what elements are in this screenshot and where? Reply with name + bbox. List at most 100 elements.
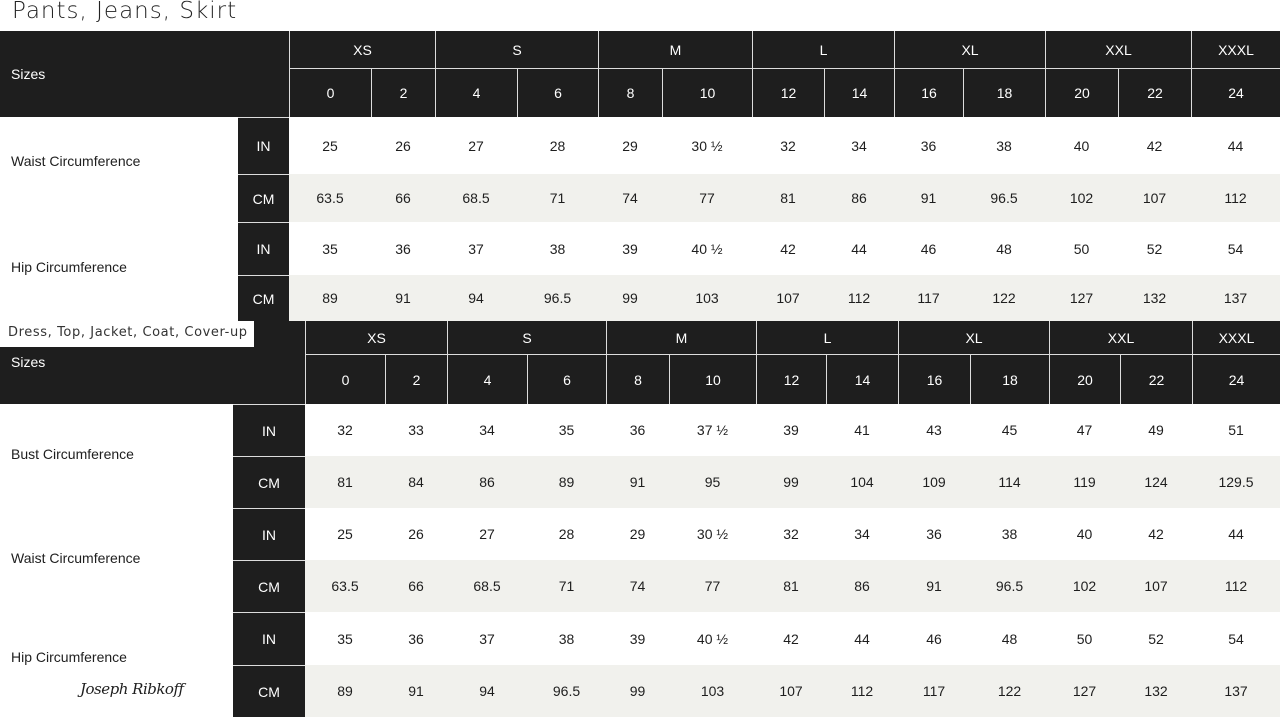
value-cell: 40 ½ (696, 630, 729, 647)
size-group-header: M (606, 321, 756, 355)
size-number-header: 12 (756, 355, 826, 404)
value-cell: 68.5 (462, 190, 490, 206)
value-cell: 96.5 (990, 190, 1018, 206)
value-cell: 96.5 (552, 683, 581, 699)
value-cell: 89 (558, 474, 575, 490)
value-cell: 103 (695, 290, 719, 306)
unit-label: IN (233, 508, 305, 560)
unit-label: CM (238, 174, 289, 222)
value-cell: 99 (783, 474, 799, 490)
unit-label: CM (233, 560, 305, 612)
size-number-header: 4 (435, 69, 517, 117)
value-cell: 39 (783, 422, 799, 438)
value-cell: 34 (854, 526, 870, 542)
size-number-header: 16 (898, 355, 970, 404)
value-cell: 99 (629, 683, 646, 699)
sizes-header-label: Sizes (11, 66, 46, 82)
value-cell: 86 (479, 474, 495, 490)
size-number-header: 6 (517, 69, 598, 117)
value-cell: 91 (408, 683, 424, 699)
size-group-header: XXXL (1192, 321, 1280, 355)
value-cell: 36 (629, 422, 646, 438)
value-cell: 66 (395, 190, 411, 206)
value-cell: 46 (926, 630, 942, 647)
value-cell: 25 (337, 526, 353, 542)
pants-table-title: Pants, Jeans, Skirt (12, 0, 238, 24)
value-cell: 32 (337, 422, 353, 438)
value-cell: 104 (850, 474, 874, 490)
value-cell: 32 (780, 137, 796, 154)
value-cell: 43 (926, 422, 942, 438)
value-cell: 89 (322, 290, 338, 306)
sizes-header-label: Sizes (11, 354, 46, 370)
value-cell: 29 (629, 526, 646, 542)
value-cell: 40 (1076, 526, 1093, 542)
size-number-header: 6 (527, 355, 606, 404)
value-cell: 112 (1224, 578, 1248, 594)
value-cell: 37 ½ (696, 422, 729, 438)
size-number-header: 18 (970, 355, 1049, 404)
size-number-header: 12 (752, 69, 824, 117)
size-number-header: 8 (606, 355, 669, 404)
value-cell: 51 (1228, 422, 1244, 438)
value-cell: 54 (1227, 240, 1244, 257)
size-group-header: XXL (1049, 321, 1192, 355)
value-cell: 40 (1073, 137, 1090, 154)
measure-label: Bust Circumference (11, 446, 134, 462)
value-cell: 28 (549, 137, 566, 154)
value-cell: 107 (1142, 190, 1167, 206)
value-cell: 42 (1148, 526, 1164, 542)
value-cell: 71 (549, 190, 566, 206)
size-group-header: XL (894, 31, 1045, 69)
value-cell: 36 (926, 526, 942, 542)
value-cell: 52 (1148, 630, 1164, 647)
value-cell: 28 (558, 526, 575, 542)
value-cell: 35 (337, 630, 353, 647)
value-cell: 81 (783, 578, 799, 594)
value-cell: 38 (558, 630, 575, 647)
size-group-header: M (598, 31, 752, 69)
value-cell: 129.5 (1218, 474, 1254, 490)
brand-signature-logo: Joseph Ribkoff (80, 680, 184, 698)
value-cell: 91 (926, 578, 942, 594)
value-cell: 40 ½ (691, 240, 723, 257)
value-cell: 94 (468, 290, 484, 306)
value-cell: 32 (783, 526, 799, 542)
value-cell: 74 (629, 578, 646, 594)
value-cell: 96.5 (543, 290, 572, 306)
table-row (305, 560, 1280, 612)
value-cell: 63.5 (331, 578, 359, 594)
value-cell: 71 (558, 578, 575, 594)
value-cell: 35 (322, 240, 338, 257)
value-cell: 44 (1228, 526, 1244, 542)
value-cell: 47 (1076, 422, 1093, 438)
value-cell: 94 (479, 683, 495, 699)
value-cell: 37 (479, 630, 495, 647)
value-cell: 26 (408, 526, 424, 542)
size-group-header: XS (289, 31, 435, 69)
value-cell: 86 (854, 578, 870, 594)
size-number-header: 16 (894, 69, 963, 117)
measure-label: Hip Circumference (11, 259, 127, 275)
value-cell: 37 (468, 240, 484, 257)
value-cell: 38 (549, 240, 566, 257)
value-cell: 42 (783, 630, 799, 647)
value-cell: 77 (704, 578, 721, 594)
value-cell: 29 (622, 137, 638, 154)
value-cell: 30 ½ (696, 526, 729, 542)
value-cell: 117 (917, 290, 940, 306)
value-cell: 48 (996, 240, 1012, 257)
value-cell: 91 (395, 290, 411, 306)
unit-label: IN (233, 404, 305, 456)
size-number-header: 24 (1191, 69, 1280, 117)
table-row (289, 275, 1280, 321)
value-cell: 27 (468, 137, 484, 154)
value-cell: 35 (558, 422, 575, 438)
value-cell: 114 (998, 474, 1021, 490)
value-cell: 84 (408, 474, 424, 490)
size-group-header: L (756, 321, 898, 355)
value-cell: 52 (1146, 240, 1163, 257)
value-cell: 89 (337, 683, 353, 699)
value-cell: 81 (337, 474, 353, 490)
size-number-header: 4 (447, 355, 527, 404)
